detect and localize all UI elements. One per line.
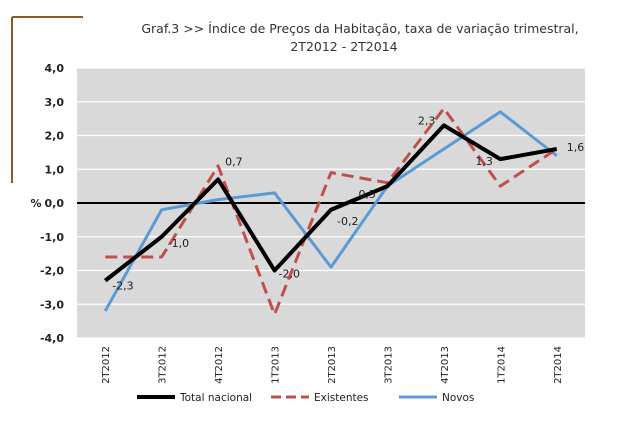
chart-title-line1: Graf.3 >> Índice de Preços da Habitação,… <box>141 21 578 36</box>
series-line-novos <box>103 110 558 312</box>
series-lines <box>103 107 558 316</box>
gridlines <box>77 67 585 339</box>
data-label: 1,6 <box>567 141 585 154</box>
x-tick-label: 1T2013 <box>271 346 282 384</box>
y-tick-label: 0,0 <box>45 197 65 210</box>
x-tick-label: 2T2013 <box>327 346 338 384</box>
data-label: -1,0 <box>168 237 189 250</box>
series-line-total-nacional <box>103 123 558 283</box>
y-axis-ticks: 4,0 3,0 2,0 1,0 0,0 -1,0 -2,0 -3,0 -4,0 <box>40 62 64 345</box>
x-tick-label: 3T2012 <box>158 346 169 384</box>
y-tick-label: -1,0 <box>40 231 64 244</box>
y-tick-label: -2,0 <box>40 265 64 278</box>
y-tick-label: -3,0 <box>40 298 64 311</box>
y-tick-label: 2,0 <box>45 130 65 143</box>
legend: Total nacional Existentes Novos <box>137 392 474 404</box>
y-axis-label: % <box>30 197 41 210</box>
data-label: 2,3 <box>418 114 436 127</box>
x-tick-label: 2T2012 <box>101 346 112 384</box>
series-line-existentes <box>105 107 558 316</box>
data-label: 0,7 <box>225 155 243 168</box>
data-label: 0,5 <box>358 188 376 201</box>
x-tick-label: 1T2014 <box>496 346 507 384</box>
x-tick-label: 4T2013 <box>440 346 451 384</box>
x-tick-label: 4T2012 <box>214 346 225 384</box>
chart-title-line2: 2T2012 - 2T2014 <box>290 39 397 54</box>
legend-label: Existentes <box>314 392 369 404</box>
data-label: 1,3 <box>475 155 493 168</box>
x-axis-ticks: 2T2012 3T2012 4T2012 1T2013 2T2013 3T2013 4T20… <box>101 346 564 384</box>
data-label: -2,3 <box>112 280 133 293</box>
x-tick-label: 3T2013 <box>383 346 394 384</box>
data-labels: -2,3 -1,0 0,7 -2,0 -0,2 0,5 2,3 1,3 1,6 <box>112 114 584 292</box>
data-label: -0,2 <box>337 215 358 228</box>
y-tick-label: -4,0 <box>40 332 64 345</box>
y-tick-label: 1,0 <box>45 163 65 176</box>
x-tick-label: 2T2014 <box>553 346 564 384</box>
legend-label: Total nacional <box>179 392 252 404</box>
data-label: -2,0 <box>279 268 300 281</box>
legend-label: Novos <box>442 392 474 404</box>
y-tick-label: 3,0 <box>45 96 65 109</box>
y-tick-label: 4,0 <box>45 62 65 75</box>
